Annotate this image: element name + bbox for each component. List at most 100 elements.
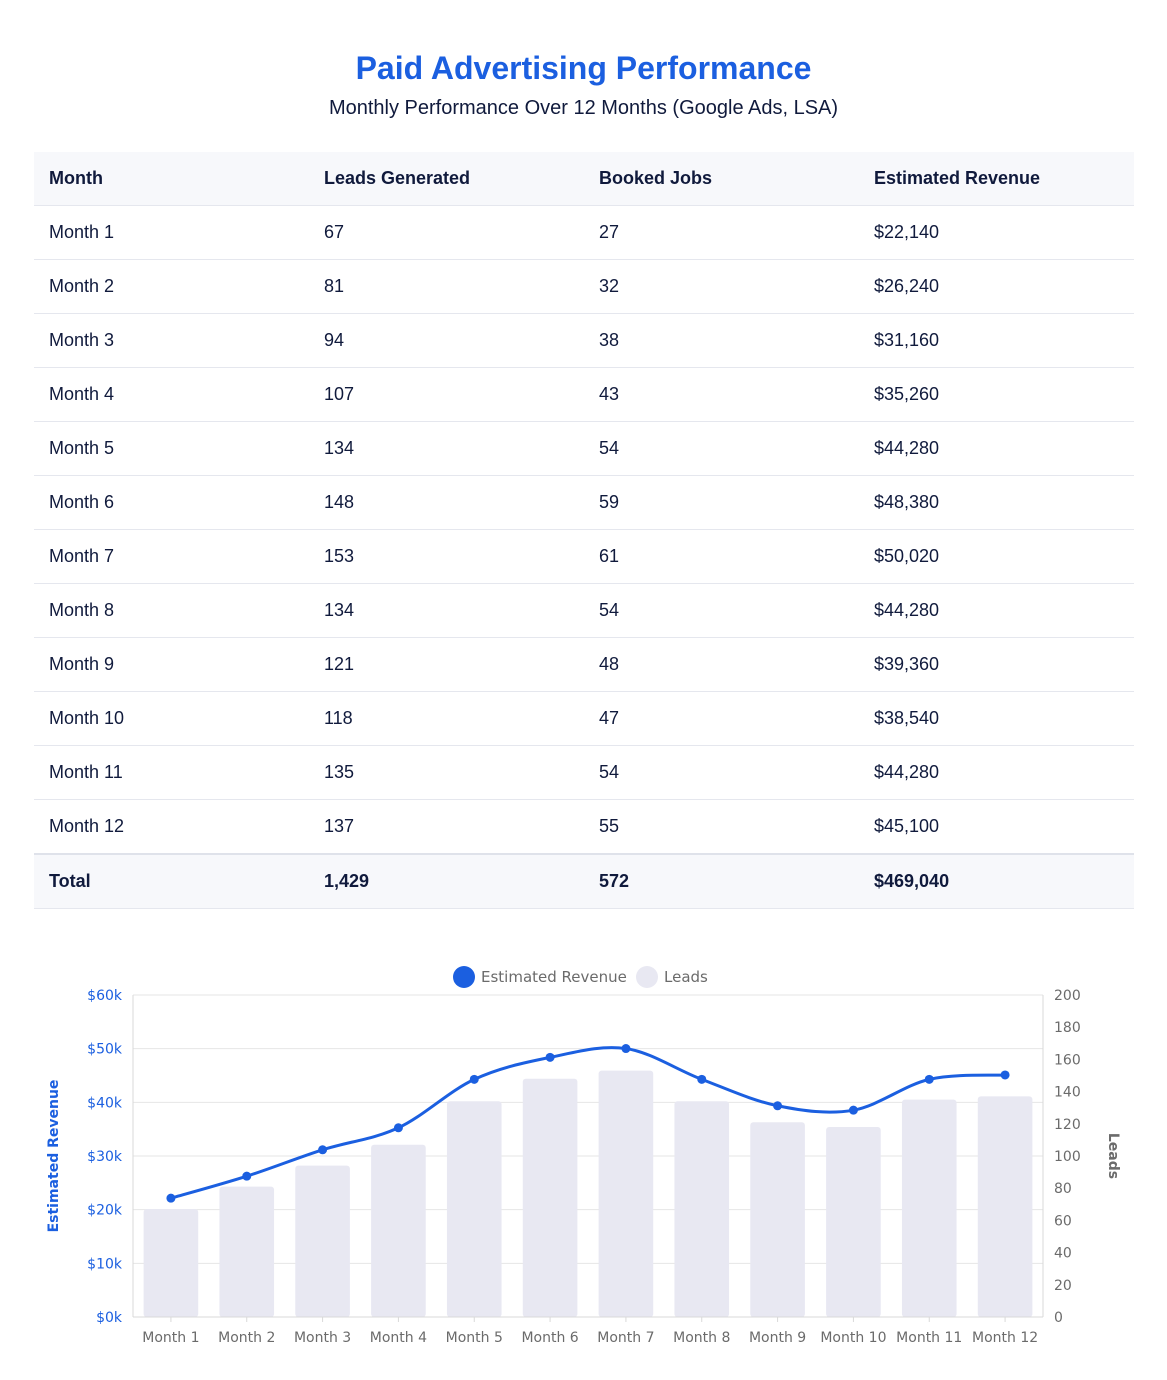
y-axis-title-left: Estimated Revenue [46, 1080, 62, 1233]
revenue-point [545, 1052, 555, 1062]
table-row: Month 7 153 61 $50,020 [34, 529, 1134, 584]
cell-revenue: $44,280 [859, 421, 1134, 476]
cell-revenue: $26,240 [859, 259, 1134, 314]
total-booked-jobs: 572 [584, 853, 859, 909]
cell-leads: 153 [309, 529, 584, 584]
cell-booked-jobs: 55 [584, 799, 859, 855]
revenue-point [242, 1171, 252, 1181]
y-tick-label-right: 100 [1054, 1149, 1081, 1165]
y-tick-label-right: 140 [1054, 1085, 1081, 1101]
x-tick-label: Month 7 [597, 1330, 654, 1346]
cell-month: Month 7 [34, 529, 309, 584]
y-tick-label-left: $10k [87, 1256, 123, 1272]
leads-bar [977, 1096, 1033, 1317]
x-tick-label: Month 5 [446, 1330, 503, 1346]
column-header-booked-jobs: Booked Jobs [584, 152, 859, 206]
revenue-point [166, 1193, 176, 1203]
x-tick-label: Month 1 [142, 1330, 199, 1346]
x-tick-label: Month 3 [294, 1330, 351, 1346]
x-tick-label: Month 9 [749, 1330, 806, 1346]
cell-revenue: $45,100 [859, 799, 1134, 855]
cell-revenue: $50,020 [859, 529, 1134, 584]
y-tick-label-right: 180 [1054, 1020, 1081, 1036]
column-header-month: Month [34, 152, 309, 206]
y-tick-label-right: 40 [1054, 1246, 1072, 1262]
cell-month: Month 5 [34, 421, 309, 476]
cell-revenue: $31,160 [859, 313, 1134, 368]
table-row: Month 1 67 27 $22,140 [34, 205, 1134, 260]
table-row: Month 8 134 54 $44,280 [34, 583, 1134, 638]
leads-bar [143, 1209, 199, 1317]
total-label: Total [34, 853, 309, 909]
y-tick-label-right: 80 [1054, 1181, 1072, 1197]
legend-label-leads: Leads [664, 968, 708, 986]
cell-leads: 67 [309, 205, 584, 260]
table-row: Month 3 94 38 $31,160 [34, 313, 1134, 368]
leads-bar [295, 1165, 350, 1317]
revenue-point [697, 1074, 707, 1084]
cell-revenue: $44,280 [859, 745, 1134, 800]
cell-booked-jobs: 54 [584, 583, 859, 638]
cell-revenue: $35,260 [859, 367, 1134, 422]
table-row: Month 4 107 43 $35,260 [34, 367, 1134, 422]
table-row: Month 10 118 47 $38,540 [34, 691, 1134, 746]
cell-booked-jobs: 61 [584, 529, 859, 584]
cell-leads: 134 [309, 583, 584, 638]
legend-swatch-revenue [453, 966, 475, 988]
cell-booked-jobs: 47 [584, 691, 859, 746]
cell-month: Month 6 [34, 475, 309, 530]
total-leads: 1,429 [309, 853, 584, 909]
revenue-point [621, 1044, 631, 1054]
y-tick-label-right: 0 [1054, 1310, 1063, 1326]
leads-bar [371, 1144, 426, 1317]
leads-bar [522, 1078, 578, 1317]
y-axis-title-right: Leads [1105, 1133, 1121, 1179]
table-row: Month 2 81 32 $26,240 [34, 259, 1134, 314]
cell-booked-jobs: 27 [584, 205, 859, 260]
cell-booked-jobs: 38 [584, 313, 859, 368]
cell-month: Month 12 [34, 799, 309, 855]
y-tick-label-right: 160 [1054, 1052, 1081, 1068]
table-row: Month 12 137 55 $45,100 [34, 799, 1134, 855]
revenue-line [166, 1044, 1010, 1203]
y-tick-label-right: 60 [1054, 1213, 1072, 1229]
revenue-point [773, 1101, 783, 1111]
leads-bar [219, 1186, 275, 1317]
cell-leads: 135 [309, 745, 584, 800]
cell-revenue: $44,280 [859, 583, 1134, 638]
revenue-point [393, 1123, 403, 1133]
x-tick-label: Month 4 [370, 1330, 427, 1346]
cell-month: Month 10 [34, 691, 309, 746]
page-title: Paid Advertising Performance [355, 50, 812, 86]
y-tick-label-left: $50k [87, 1042, 123, 1058]
cell-month: Month 3 [34, 313, 309, 368]
table-row: Month 11 135 54 $44,280 [34, 745, 1134, 800]
legend-swatch-leads [636, 966, 658, 988]
legend-label-revenue: Estimated Revenue [481, 968, 627, 986]
cell-month: Month 4 [34, 367, 309, 422]
page-subtitle: Monthly Performance Over 12 Months (Goog… [328, 97, 839, 119]
cell-leads: 121 [309, 637, 584, 692]
table-header-row: Month Leads Generated Booked Jobs Estima… [34, 152, 1134, 206]
table-row: Month 6 148 59 $48,380 [34, 475, 1134, 530]
y-tick-label-right: 120 [1054, 1117, 1081, 1133]
y-tick-label-right: 200 [1054, 988, 1081, 1004]
cell-leads: 94 [309, 313, 584, 368]
table-body: Month 1 67 27 $22,140 Month 2 81 32 $26,240 Mont… [34, 205, 1134, 855]
x-tick-label: Month 11 [896, 1330, 962, 1346]
revenue-point [924, 1074, 934, 1084]
cell-booked-jobs: 54 [584, 421, 859, 476]
cell-leads: 148 [309, 475, 584, 530]
chart-legend[interactable]: Estimated Revenue Leads [453, 966, 708, 988]
table-row: Month 5 134 54 $44,280 [34, 421, 1134, 476]
y-tick-label-left: $30k [87, 1149, 123, 1165]
cell-leads: 137 [309, 799, 584, 855]
cell-leads: 81 [309, 259, 584, 314]
y-tick-label-left: $0k [96, 1310, 123, 1326]
cell-leads: 134 [309, 421, 584, 476]
cell-leads: 118 [309, 691, 584, 746]
cell-month: Month 1 [34, 205, 309, 260]
performance-table: Month Leads Generated Booked Jobs Estima… [34, 152, 1134, 909]
y-tick-label-right: 20 [1054, 1278, 1072, 1294]
cell-revenue: $39,360 [859, 637, 1134, 692]
